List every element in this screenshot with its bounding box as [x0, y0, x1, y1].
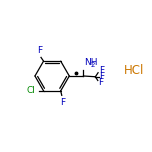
Text: F: F [60, 98, 65, 107]
Text: Cl: Cl [27, 86, 36, 95]
Text: F: F [37, 46, 42, 55]
Text: F: F [98, 78, 103, 87]
Text: HCl: HCl [124, 64, 144, 76]
Text: NH: NH [84, 58, 97, 67]
Text: F: F [100, 72, 105, 81]
Text: 2: 2 [91, 62, 95, 68]
Text: F: F [99, 66, 104, 75]
